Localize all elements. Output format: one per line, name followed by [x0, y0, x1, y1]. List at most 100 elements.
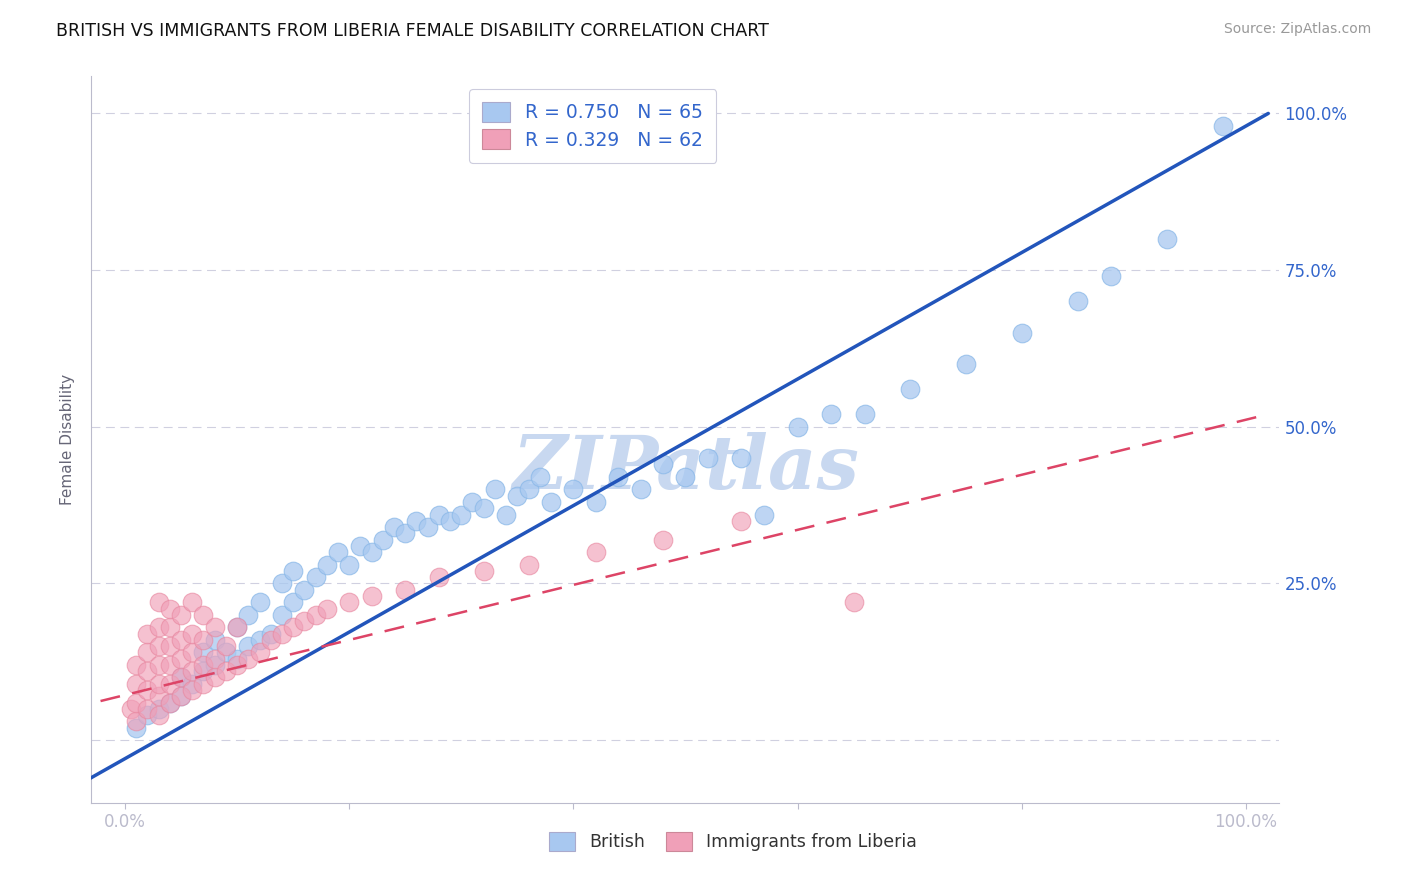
Point — [1212, 119, 1234, 133]
Point — [204, 657, 226, 672]
Point — [170, 651, 193, 665]
Point — [193, 657, 215, 672]
Legend: British, Immigrants from Liberia: British, Immigrants from Liberia — [540, 823, 925, 860]
Point — [529, 470, 551, 484]
Point — [181, 626, 204, 640]
Point — [136, 708, 159, 723]
Point — [238, 639, 260, 653]
Point — [394, 582, 416, 597]
Point — [181, 645, 204, 659]
Point — [315, 601, 337, 615]
Point — [148, 657, 170, 672]
Point — [472, 501, 495, 516]
Point — [193, 645, 215, 659]
Point — [292, 614, 315, 628]
Point — [326, 545, 349, 559]
Point — [696, 451, 718, 466]
Point — [136, 645, 159, 659]
Point — [148, 677, 170, 691]
Point — [159, 639, 181, 653]
Point — [249, 632, 271, 647]
Point — [148, 595, 170, 609]
Point — [371, 533, 394, 547]
Point — [652, 458, 675, 472]
Point — [260, 626, 283, 640]
Point — [394, 526, 416, 541]
Point — [842, 595, 865, 609]
Point — [416, 520, 439, 534]
Point — [148, 620, 170, 634]
Point — [752, 508, 775, 522]
Point — [360, 545, 382, 559]
Point — [215, 664, 238, 678]
Point — [1011, 326, 1033, 340]
Point — [136, 702, 159, 716]
Point — [730, 514, 752, 528]
Point — [170, 607, 193, 622]
Point — [170, 670, 193, 684]
Point — [181, 664, 204, 678]
Point — [562, 483, 585, 497]
Point — [630, 483, 652, 497]
Point — [427, 570, 450, 584]
Point — [540, 495, 562, 509]
Point — [170, 632, 193, 647]
Point — [315, 558, 337, 572]
Point — [181, 677, 204, 691]
Point — [1156, 232, 1178, 246]
Point — [159, 620, 181, 634]
Point — [607, 470, 630, 484]
Point — [136, 664, 159, 678]
Point — [249, 595, 271, 609]
Text: ZIPatlas: ZIPatlas — [512, 432, 859, 505]
Point — [136, 683, 159, 698]
Point — [238, 607, 260, 622]
Point — [405, 514, 427, 528]
Point — [215, 645, 238, 659]
Point — [281, 564, 304, 578]
Point — [292, 582, 315, 597]
Point — [506, 489, 529, 503]
Point — [337, 558, 360, 572]
Point — [249, 645, 271, 659]
Text: BRITISH VS IMMIGRANTS FROM LIBERIA FEMALE DISABILITY CORRELATION CHART: BRITISH VS IMMIGRANTS FROM LIBERIA FEMAL… — [56, 22, 769, 40]
Point — [170, 690, 193, 704]
Point — [204, 670, 226, 684]
Point — [271, 576, 294, 591]
Point — [673, 470, 696, 484]
Point — [786, 419, 808, 434]
Point — [226, 657, 249, 672]
Point — [853, 407, 876, 421]
Point — [170, 670, 193, 684]
Point — [484, 483, 506, 497]
Point — [1067, 294, 1090, 309]
Point — [281, 620, 304, 634]
Point — [439, 514, 461, 528]
Point — [193, 677, 215, 691]
Point — [148, 639, 170, 653]
Point — [125, 696, 148, 710]
Point — [125, 721, 148, 735]
Point — [125, 657, 148, 672]
Point — [204, 651, 226, 665]
Y-axis label: Female Disability: Female Disability — [59, 374, 75, 505]
Point — [193, 632, 215, 647]
Point — [271, 626, 294, 640]
Point — [271, 607, 294, 622]
Point — [304, 607, 326, 622]
Point — [652, 533, 675, 547]
Point — [148, 690, 170, 704]
Point — [125, 714, 148, 729]
Point — [159, 601, 181, 615]
Point — [427, 508, 450, 522]
Point — [159, 696, 181, 710]
Point — [281, 595, 304, 609]
Point — [461, 495, 484, 509]
Text: Source: ZipAtlas.com: Source: ZipAtlas.com — [1223, 22, 1371, 37]
Point — [159, 657, 181, 672]
Point — [349, 539, 371, 553]
Point — [238, 651, 260, 665]
Point — [125, 677, 148, 691]
Point — [148, 708, 170, 723]
Point — [204, 632, 226, 647]
